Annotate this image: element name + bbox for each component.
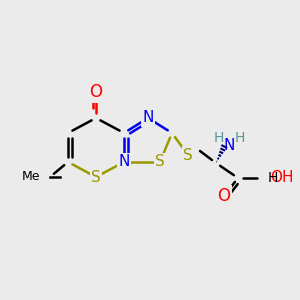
Text: N: N (223, 137, 235, 152)
Text: S: S (155, 154, 165, 169)
Text: O: O (89, 83, 103, 101)
Text: H: H (235, 131, 245, 145)
Text: N: N (118, 154, 130, 169)
Text: N: N (142, 110, 154, 125)
Text: OH: OH (270, 170, 293, 185)
Text: O: O (218, 187, 230, 205)
Text: S: S (183, 148, 193, 163)
Text: S: S (91, 169, 101, 184)
Text: Me: Me (22, 170, 40, 184)
Text: H: H (268, 171, 278, 185)
Text: H: H (214, 131, 224, 145)
